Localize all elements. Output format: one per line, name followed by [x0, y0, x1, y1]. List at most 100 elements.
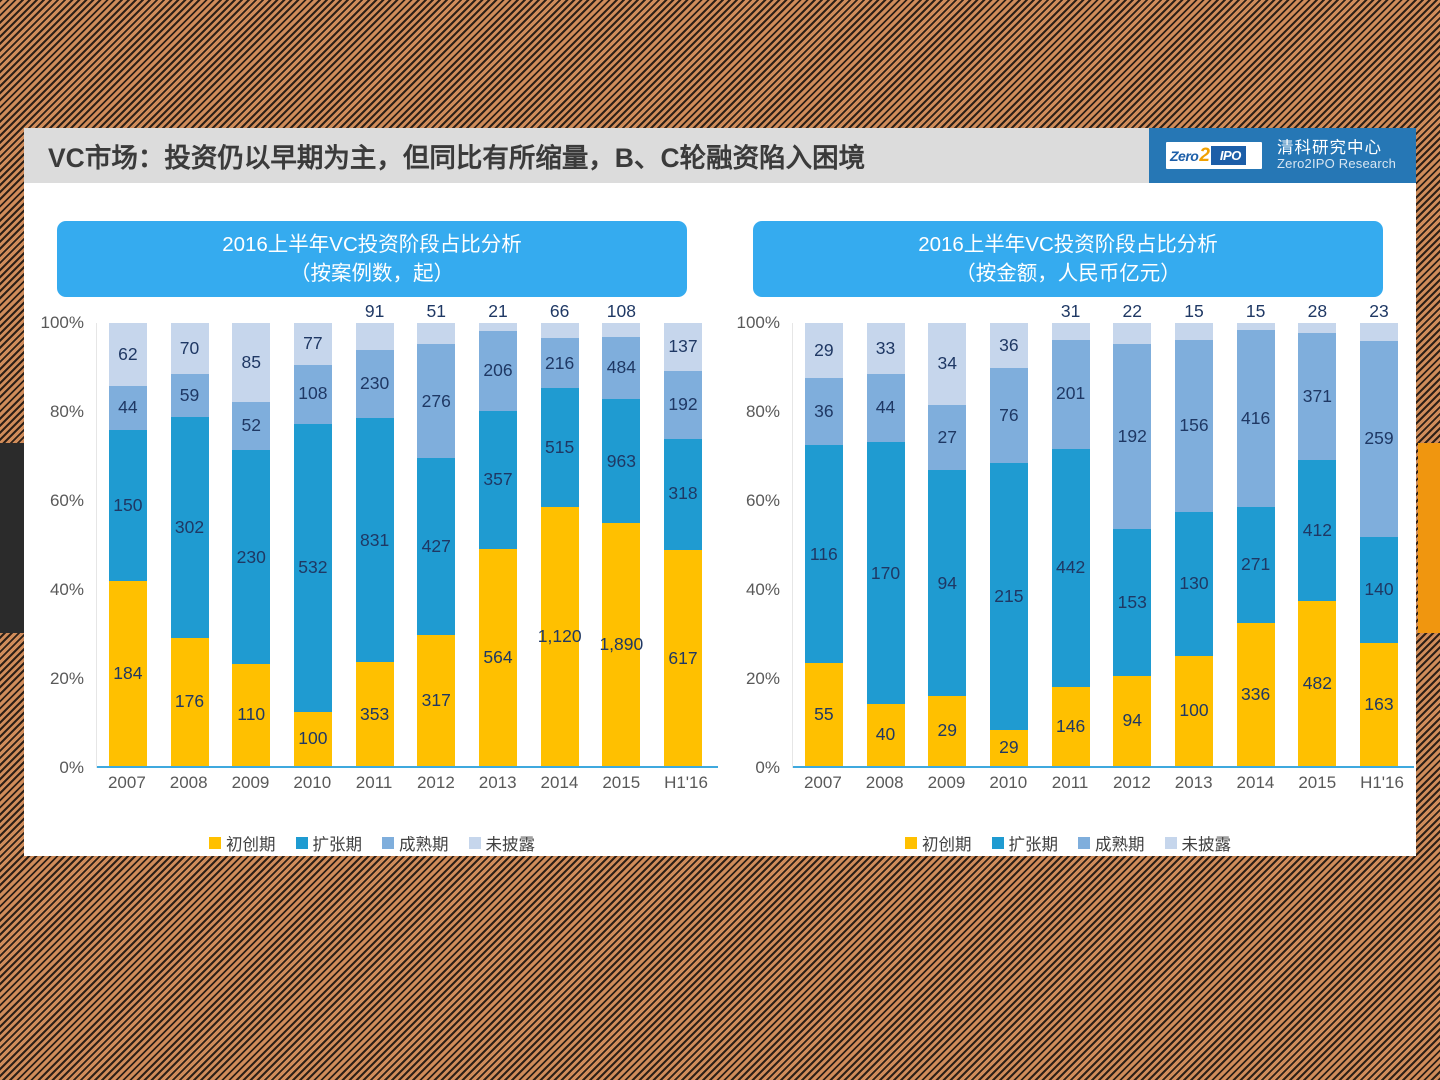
bar-column[interactable]: 137 192 318 617 [664, 323, 703, 767]
bar-segment[interactable]: 831 [355, 417, 394, 663]
bar-segment[interactable]: 192 [1113, 344, 1152, 529]
bar-segment[interactable]: 15 [1236, 303, 1275, 330]
bar-segment[interactable]: 36 [804, 377, 843, 446]
bar-segment[interactable]: 70 [170, 323, 209, 375]
bar-column[interactable]: 62 44 150 184 [108, 323, 147, 767]
bar-segment[interactable]: 206 [478, 331, 517, 411]
bar-segment[interactable]: 29 [928, 696, 967, 767]
bar-segment[interactable]: 153 [1113, 528, 1152, 676]
bar-column[interactable]: 29 36 116 55 [804, 323, 843, 767]
bar-segment[interactable]: 77 [293, 323, 332, 365]
bar-column[interactable]: 51 276 427 317 [417, 303, 456, 767]
bar-segment[interactable]: 276 [417, 344, 456, 459]
bar-segment[interactable]: 1,890 [599, 523, 643, 767]
bar-segment[interactable]: 55 [804, 662, 843, 767]
bar-segment[interactable]: 33 [866, 323, 905, 375]
bar-segment[interactable]: 59 [170, 374, 209, 418]
bar-column[interactable]: 36 76 215 29 [989, 323, 1028, 767]
legend-item[interactable]: 扩张期 [295, 831, 362, 855]
bar-column[interactable]: 66 216 515 1,120 [538, 303, 582, 767]
bar-segment[interactable]: 15 [1174, 303, 1213, 340]
bar-segment[interactable]: 27 [928, 405, 967, 471]
bar-column[interactable]: 77 108 532 100 [293, 323, 332, 767]
bar-segment[interactable]: 94 [1113, 675, 1152, 767]
legend-item[interactable]: 成熟期 [1078, 831, 1145, 855]
bar-segment[interactable]: 176 [170, 637, 209, 767]
bar-segment[interactable]: 371 [1298, 332, 1337, 460]
bar-column[interactable]: 22 192 153 94 [1113, 303, 1152, 767]
bar-segment[interactable]: 318 [664, 438, 703, 550]
bar-segment[interactable]: 22 [1113, 303, 1152, 345]
bar-segment[interactable]: 31 [1051, 303, 1090, 340]
bar-segment[interactable]: 140 [1360, 536, 1399, 643]
bar-segment[interactable]: 108 [293, 364, 332, 424]
bar-segment[interactable]: 66 [540, 303, 579, 339]
legend-item[interactable]: 未披露 [468, 831, 535, 855]
bar-segment[interactable]: 427 [417, 458, 456, 636]
bar-segment[interactable]: 110 [232, 664, 271, 767]
bar-segment[interactable]: 100 [293, 712, 332, 767]
bar-segment[interactable]: 184 [108, 580, 147, 767]
legend-item[interactable]: 扩张期 [991, 831, 1058, 855]
bar-segment[interactable]: 146 [1051, 687, 1090, 767]
bar-column[interactable]: 34 27 94 29 [928, 323, 967, 767]
bar-segment[interactable]: 156 [1174, 339, 1213, 513]
legend-item[interactable]: 未披露 [1164, 831, 1231, 855]
bar-segment[interactable]: 532 [293, 423, 332, 712]
bar-segment[interactable]: 484 [602, 337, 641, 400]
bar-column[interactable]: 28 371 412 482 [1298, 303, 1337, 767]
bar-segment[interactable]: 412 [1298, 459, 1337, 602]
bar-segment[interactable]: 216 [540, 338, 579, 389]
bar-segment[interactable]: 230 [232, 450, 271, 665]
bar-segment[interactable]: 170 [866, 442, 905, 705]
bar-segment[interactable]: 163 [1360, 642, 1399, 767]
bar-segment[interactable]: 963 [602, 399, 641, 524]
bar-segment[interactable]: 201 [1051, 339, 1090, 449]
bar-segment[interactable]: 353 [355, 662, 394, 767]
bar-segment[interactable]: 44 [108, 385, 147, 430]
bar-segment[interactable]: 85 [232, 323, 271, 403]
bar-segment[interactable]: 130 [1174, 512, 1213, 656]
bar-segment[interactable]: 215 [989, 462, 1028, 731]
bar-segment[interactable]: 192 [664, 371, 703, 439]
bar-column[interactable]: 85 52 230 110 [232, 323, 271, 767]
bar-segment[interactable]: 150 [108, 429, 147, 581]
bar-segment[interactable]: 137 [664, 323, 703, 372]
bar-segment[interactable]: 36 [989, 323, 1028, 368]
bar-segment[interactable]: 1,120 [538, 507, 582, 767]
bar-segment[interactable]: 302 [170, 417, 209, 638]
bar-column[interactable]: 91 230 831 353 [355, 303, 394, 767]
legend-item[interactable]: 成熟期 [382, 831, 449, 855]
bar-segment[interactable]: 94 [928, 470, 967, 697]
bar-segment[interactable]: 29 [989, 730, 1028, 767]
bar-segment[interactable]: 76 [989, 368, 1028, 463]
bar-segment[interactable]: 564 [478, 548, 517, 767]
bar-segment[interactable]: 28 [1298, 303, 1337, 333]
bar-segment[interactable]: 230 [355, 350, 394, 418]
legend-item[interactable]: 初创期 [905, 831, 972, 855]
bar-segment[interactable]: 23 [1360, 303, 1399, 341]
bar-segment[interactable]: 416 [1236, 329, 1275, 508]
bar-column[interactable]: 15 416 271 336 [1236, 303, 1275, 767]
bar-segment[interactable]: 40 [866, 704, 905, 767]
bar-segment[interactable]: 108 [602, 303, 641, 338]
bar-column[interactable]: 15 156 130 100 [1174, 303, 1213, 767]
bar-segment[interactable]: 100 [1174, 655, 1213, 767]
bar-segment[interactable]: 21 [478, 303, 517, 332]
bar-segment[interactable]: 34 [928, 323, 967, 406]
bar-column[interactable]: 70 59 302 176 [170, 323, 209, 767]
bar-segment[interactable]: 116 [804, 445, 843, 663]
bar-segment[interactable]: 482 [1298, 601, 1337, 767]
bar-segment[interactable]: 271 [1236, 507, 1275, 623]
bar-segment[interactable]: 617 [664, 549, 703, 767]
bar-segment[interactable]: 336 [1236, 622, 1275, 767]
bar-segment[interactable]: 357 [478, 410, 517, 549]
bar-segment[interactable]: 259 [1360, 340, 1399, 537]
bar-column[interactable]: 108 484 963 1,890 [599, 303, 643, 767]
bar-column[interactable]: 21 206 357 564 [478, 303, 517, 767]
bar-column[interactable]: 33 44 170 40 [866, 323, 905, 767]
bar-segment[interactable]: 91 [355, 303, 394, 350]
bar-segment[interactable]: 29 [804, 323, 843, 378]
bar-segment[interactable]: 62 [108, 323, 147, 386]
bar-segment[interactable]: 51 [417, 303, 456, 345]
